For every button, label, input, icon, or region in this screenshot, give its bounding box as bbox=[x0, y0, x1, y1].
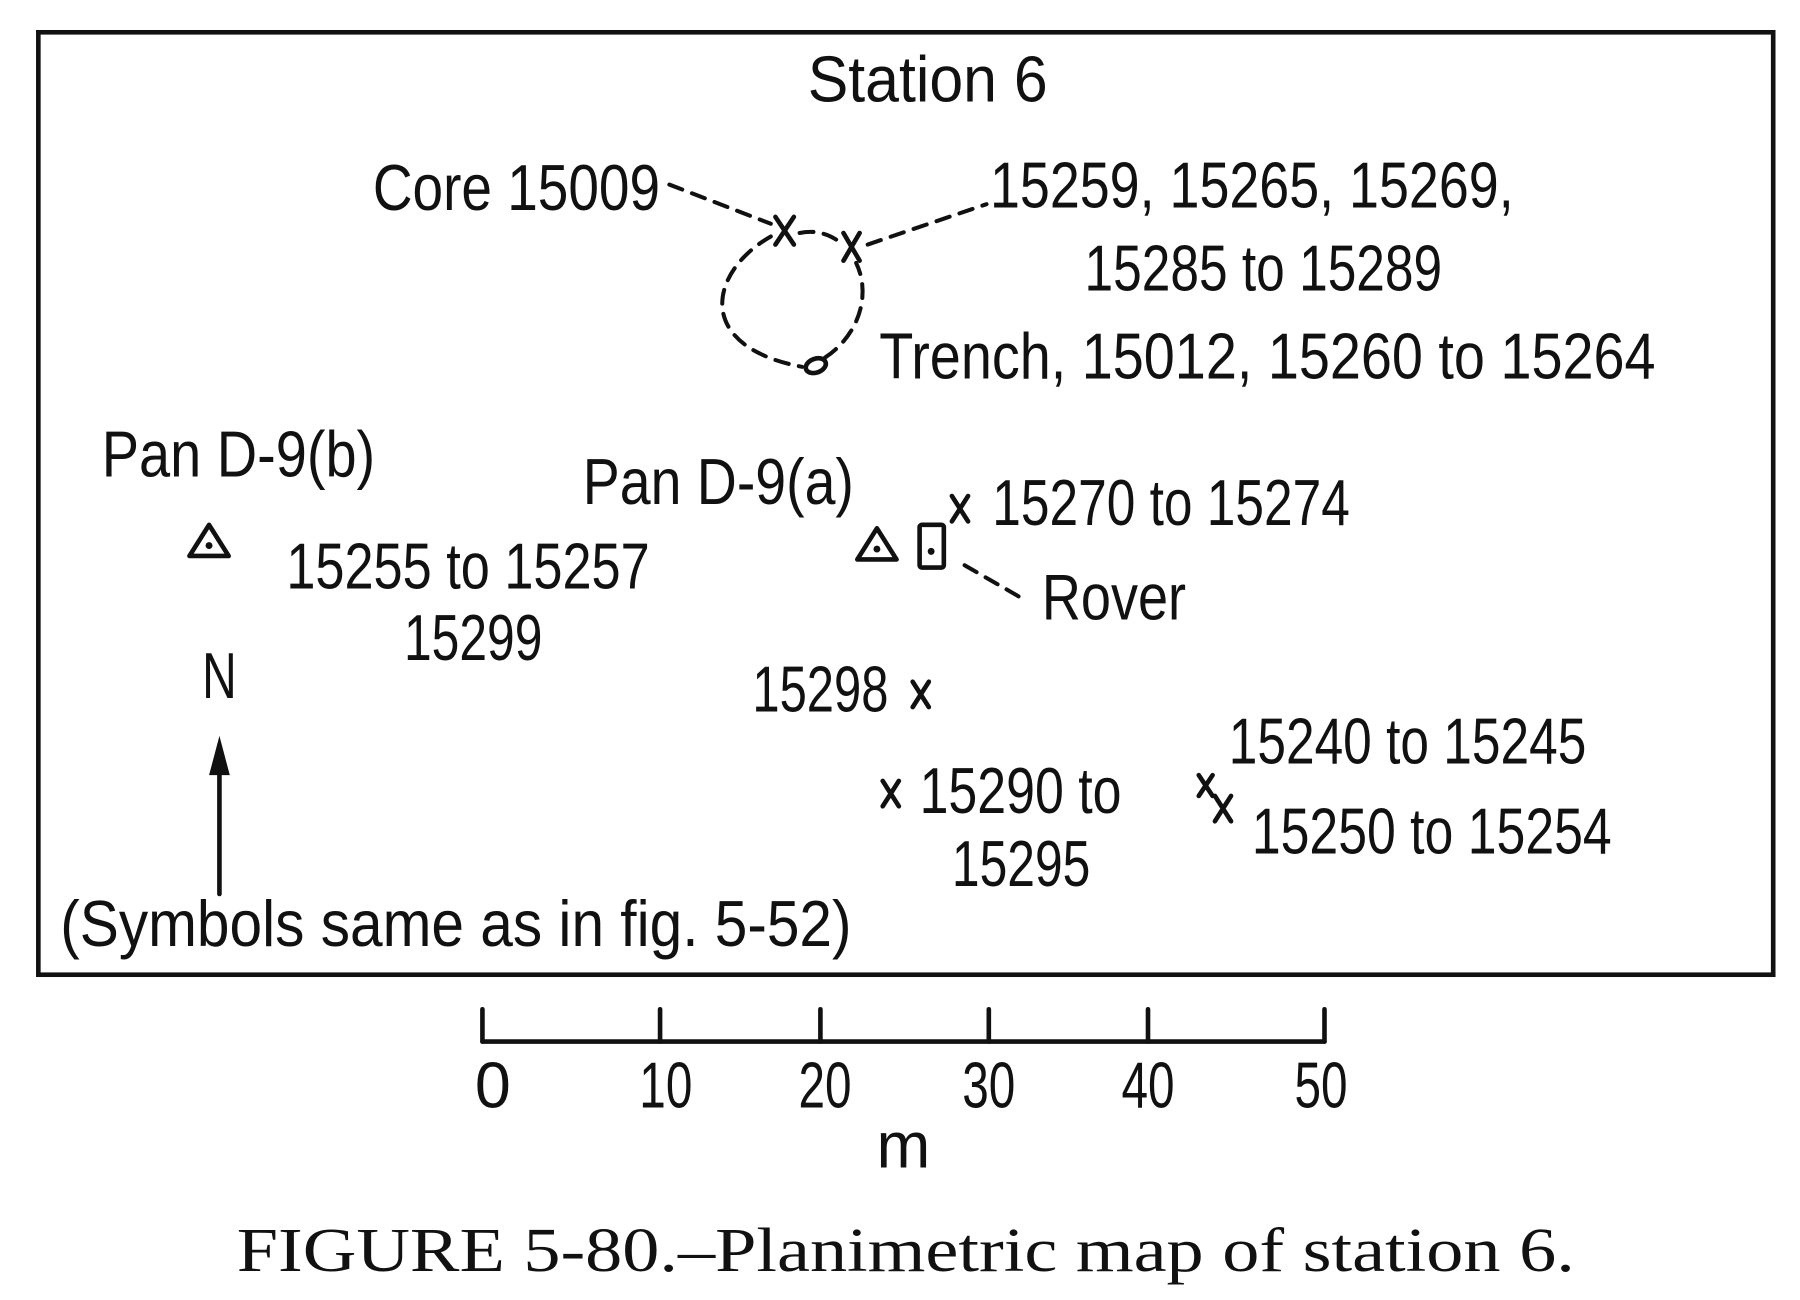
pan-a-label: Pan D-9(a) bbox=[583, 446, 854, 518]
rover-label: Rover bbox=[1042, 561, 1186, 633]
samples-top-label-1: 15259, 15265, 15269, bbox=[990, 150, 1514, 222]
scale-unit: m bbox=[877, 1109, 931, 1181]
sample-x-mark bbox=[1196, 772, 1215, 799]
sample-x-mark bbox=[910, 679, 932, 710]
trench-mark bbox=[803, 355, 829, 376]
scale-tick-label: 10 bbox=[639, 1049, 692, 1121]
scale-tick-label: 40 bbox=[1121, 1049, 1174, 1121]
sample-x-mark bbox=[1212, 793, 1234, 824]
scale-tick-label: 20 bbox=[798, 1049, 851, 1121]
samples-15298-label: 15298 bbox=[752, 654, 888, 726]
trench-label: Trench, 15012, 15260 to 15264 bbox=[879, 320, 1655, 392]
sample-x-mark bbox=[841, 230, 862, 263]
samples-leader-line bbox=[865, 202, 989, 247]
scale-tick-label: 30 bbox=[962, 1049, 1015, 1121]
sample-x-mark bbox=[880, 778, 902, 809]
core-label: Core 15009 bbox=[373, 152, 660, 224]
samples-15290-label-1: 15290 to bbox=[920, 755, 1122, 827]
map-title: Station 6 bbox=[808, 44, 1048, 116]
scale-tick-label: 50 bbox=[1294, 1049, 1347, 1121]
symbols-note: (Symbols same as in fig. 5-52) bbox=[60, 888, 851, 960]
traverse-path bbox=[720, 234, 804, 369]
sample-marks bbox=[773, 214, 1234, 824]
samples-15250-label: 15250 to 15254 bbox=[1252, 796, 1612, 868]
traverse-path bbox=[823, 260, 865, 360]
samples-15270-label: 15270 to 15274 bbox=[992, 467, 1350, 539]
north-label: N bbox=[202, 640, 237, 712]
rover-rectangle-icon bbox=[917, 522, 947, 570]
sample-x-mark bbox=[773, 214, 797, 247]
samples-15240-label: 15240 to 15245 bbox=[1229, 706, 1587, 778]
scale-tick-label: 0 bbox=[475, 1049, 511, 1121]
scale-bar: 0 10 20 30 40 50 m bbox=[475, 1007, 1348, 1181]
map-frame bbox=[36, 29, 1776, 978]
samples-15290-label-2: 15295 bbox=[952, 828, 1090, 900]
figure-caption: FIGURE 5-80.–Planimetric map of station … bbox=[237, 1217, 1575, 1285]
north-arrow-icon bbox=[209, 735, 230, 897]
rover-leader-line bbox=[962, 563, 1027, 602]
pan-b-label: Pan D-9(b) bbox=[102, 418, 375, 490]
samples-15255-label: 15255 to 15257 bbox=[286, 530, 649, 602]
triangle-dot-icon bbox=[187, 522, 231, 559]
core-leader-line bbox=[667, 182, 773, 226]
sample-x-mark bbox=[949, 493, 971, 524]
samples-15299-label: 15299 bbox=[404, 602, 542, 674]
traverse-path bbox=[797, 229, 843, 245]
triangle-dot-icon bbox=[855, 525, 899, 562]
samples-top-label-2: 15285 to 15289 bbox=[1085, 233, 1443, 305]
